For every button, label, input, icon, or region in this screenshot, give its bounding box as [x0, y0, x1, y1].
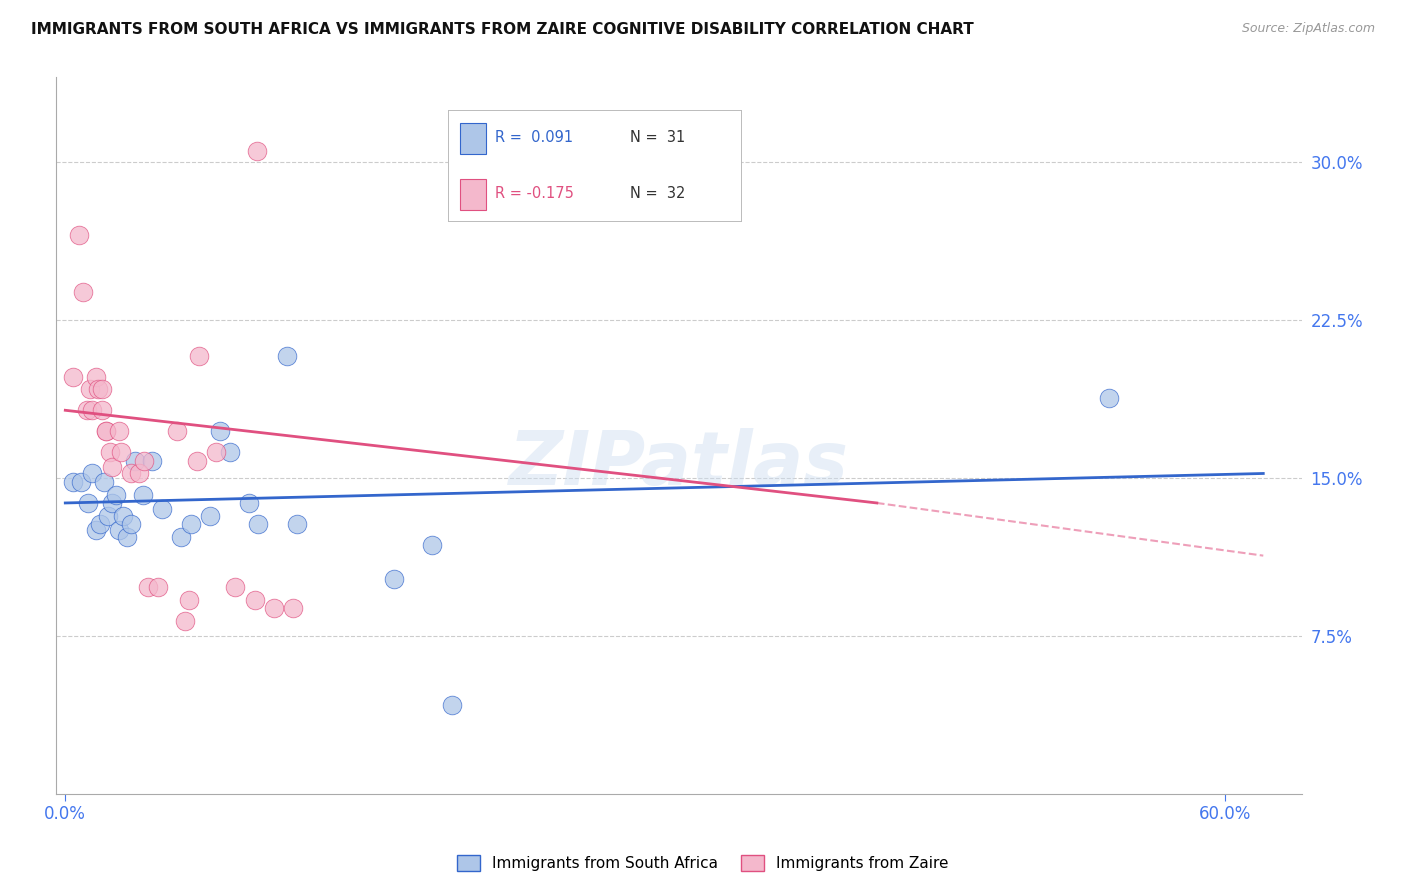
Point [245, 144, 267, 158]
Point [440, 698, 463, 713]
Text: ZIPatlas: ZIPatlas [509, 427, 849, 500]
Point [62, 369, 84, 384]
Point [208, 425, 231, 439]
Point [283, 601, 305, 615]
Point [146, 580, 169, 594]
Point [276, 349, 298, 363]
Point [120, 516, 142, 531]
Point [91, 403, 114, 417]
Point [382, 572, 405, 586]
Point [198, 508, 221, 523]
Point [115, 530, 138, 544]
Point [141, 454, 163, 468]
Point [84, 369, 107, 384]
Point [247, 516, 270, 531]
Point [224, 580, 246, 594]
Point [166, 425, 188, 439]
Point [263, 601, 285, 615]
Point [131, 487, 153, 501]
Point [100, 496, 122, 510]
Point [100, 460, 122, 475]
Point [62, 475, 84, 489]
Legend: Immigrants from South Africa, Immigrants from Zaire: Immigrants from South Africa, Immigrants… [451, 849, 955, 877]
Point [1098, 391, 1121, 405]
Point [93, 475, 115, 489]
Point [177, 592, 200, 607]
Point [67, 228, 90, 243]
Point [104, 487, 127, 501]
Point [76, 403, 98, 417]
Point [243, 592, 266, 607]
Point [120, 467, 142, 481]
Point [180, 516, 202, 531]
Point [69, 475, 91, 489]
Point [79, 382, 101, 396]
Point [77, 496, 100, 510]
Point [82, 467, 104, 481]
Point [91, 382, 114, 396]
Point [205, 445, 228, 459]
Point [128, 467, 150, 481]
Point [285, 516, 308, 531]
Point [174, 614, 197, 628]
Point [170, 530, 193, 544]
Point [108, 524, 131, 538]
Point [138, 580, 160, 594]
Point [134, 454, 156, 468]
Point [238, 496, 260, 510]
Point [110, 445, 132, 459]
Point [186, 454, 208, 468]
Point [98, 445, 121, 459]
Point [187, 349, 209, 363]
Point [97, 508, 120, 523]
Point [82, 403, 104, 417]
Point [72, 285, 94, 300]
Point [87, 382, 110, 396]
Text: IMMIGRANTS FROM SOUTH AFRICA VS IMMIGRANTS FROM ZAIRE COGNITIVE DISABILITY CORRE: IMMIGRANTS FROM SOUTH AFRICA VS IMMIGRAN… [31, 22, 974, 37]
Point [422, 538, 444, 552]
Point [94, 425, 117, 439]
Point [94, 425, 117, 439]
Text: Source: ZipAtlas.com: Source: ZipAtlas.com [1241, 22, 1375, 36]
Point [89, 516, 111, 531]
Point [112, 508, 135, 523]
Point [84, 524, 107, 538]
Point [218, 445, 240, 459]
Point [150, 502, 173, 516]
Point [108, 425, 131, 439]
Point [124, 454, 146, 468]
